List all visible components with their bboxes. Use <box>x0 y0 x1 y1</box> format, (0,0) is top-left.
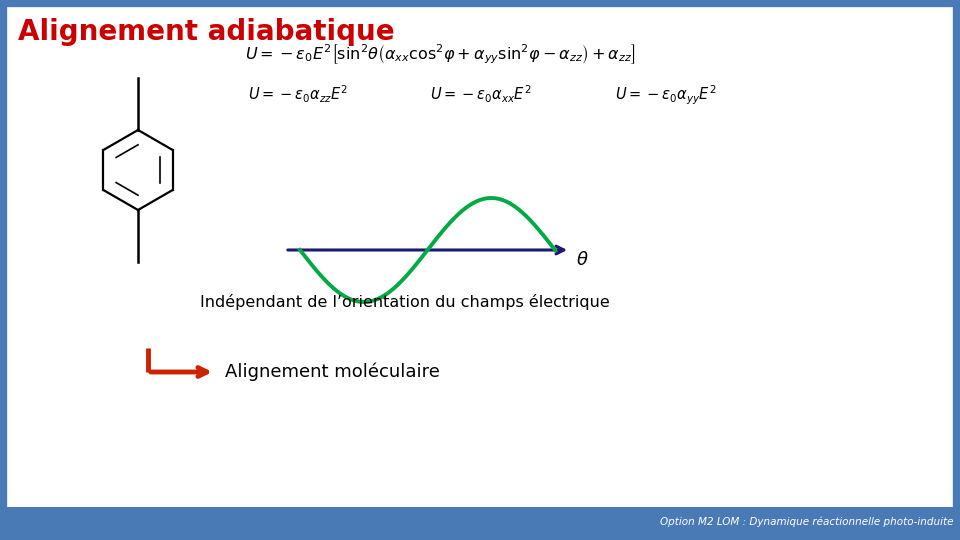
Text: Alignement moléculaire: Alignement moléculaire <box>225 363 440 381</box>
Bar <box>3 507 957 537</box>
Text: Indépendant de l’orientation du champs électrique: Indépendant de l’orientation du champs é… <box>200 294 610 310</box>
Text: $\theta$: $\theta$ <box>576 251 588 269</box>
Text: Option M2 LOM : Dynamique réactionnelle photo-induite: Option M2 LOM : Dynamique réactionnelle … <box>660 517 954 527</box>
Text: $U = -\varepsilon_0\alpha_{xx}E^2$: $U = -\varepsilon_0\alpha_{xx}E^2$ <box>430 84 532 105</box>
Text: $U = -\varepsilon_0\alpha_{yy}E^2$: $U = -\varepsilon_0\alpha_{yy}E^2$ <box>615 84 716 107</box>
Text: Alignement adiabatique: Alignement adiabatique <box>18 18 395 46</box>
Text: $U = -\varepsilon_0 E^2\left[\sin^2\!\theta\left(\alpha_{xx}\cos^2\!\varphi + \a: $U = -\varepsilon_0 E^2\left[\sin^2\!\th… <box>245 42 636 66</box>
Text: $U = -\varepsilon_0\alpha_{zz}E^2$: $U = -\varepsilon_0\alpha_{zz}E^2$ <box>248 84 348 105</box>
